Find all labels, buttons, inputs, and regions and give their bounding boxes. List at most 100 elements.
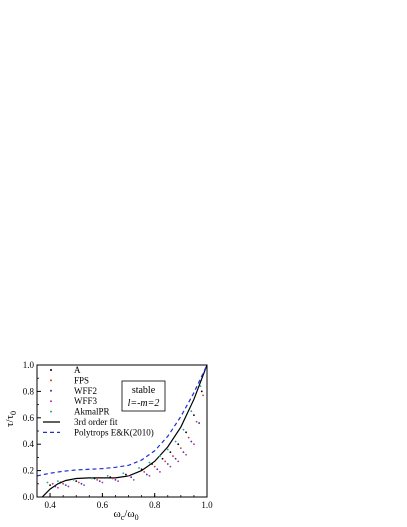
point-wff2	[182, 451, 185, 454]
legend-label-fps: FPS	[74, 375, 89, 385]
point-wff3	[148, 474, 151, 477]
point-a	[140, 468, 143, 471]
point-a	[161, 457, 164, 460]
y-tick-label: 0.0	[23, 492, 35, 502]
legend-label-wff3: WFF3	[74, 396, 98, 406]
y-axis-title: τ/τ0	[4, 411, 18, 427]
point-wff3	[177, 460, 180, 463]
point-wff2	[130, 476, 133, 479]
point-wff3	[101, 481, 104, 484]
point-a	[177, 443, 180, 446]
point-a	[185, 431, 187, 434]
legend-swatch-wff3	[50, 400, 52, 403]
point-a	[125, 473, 127, 476]
point-wff2	[80, 482, 83, 485]
point-akmalpr	[190, 410, 193, 413]
x-axis: 0.4 0.6 0.8 1.0	[36, 493, 213, 510]
y-tick-label: 0.2	[23, 466, 34, 476]
plot-points	[46, 385, 204, 489]
point-wff3	[185, 453, 187, 456]
point-fps	[127, 474, 130, 477]
point-akmalpr	[166, 448, 169, 451]
x-tick-label: 0.4	[44, 500, 56, 510]
point-wff2	[145, 473, 148, 476]
point-akmalpr	[148, 461, 151, 464]
legend-label-polytrops-e-k-2010: Polytrops E&K(2010)	[74, 427, 154, 437]
point-wff2	[190, 440, 193, 443]
point-a	[151, 463, 153, 465]
point-wff2	[166, 463, 169, 465]
point-wff3	[83, 484, 85, 487]
point-akmalpr	[106, 474, 109, 477]
annotation-frame	[121, 380, 166, 412]
point-akmalpr	[46, 481, 49, 484]
point-fps	[51, 482, 54, 485]
point-a	[93, 477, 96, 480]
point-fps	[77, 481, 80, 484]
y-axis: 0.0 0.2 0.4 0.6 0.8 1.0	[23, 360, 41, 502]
legend-swatch-fps	[50, 379, 52, 382]
point-fps	[62, 482, 65, 485]
point-fps	[187, 436, 190, 439]
point-a	[193, 414, 195, 417]
point-akmalpr	[138, 467, 140, 469]
point-akmalpr	[182, 428, 185, 431]
point-akmalpr	[91, 477, 93, 480]
y-tick-label: 0.8	[23, 386, 35, 396]
x-tick-label: 0.8	[149, 500, 161, 510]
annotation-line2: l=-m=2	[128, 398, 160, 409]
point-a	[109, 476, 112, 479]
point-akmalpr	[122, 472, 125, 475]
point-fps	[111, 477, 114, 480]
point-a	[200, 390, 203, 393]
point-wff2	[174, 457, 177, 460]
point-wff3	[67, 485, 70, 488]
legend-label-3rd-order-fit: 3rd order fit	[74, 417, 118, 427]
point-a	[59, 481, 62, 484]
point-akmalpr	[72, 478, 75, 481]
y-tick-label: 0.6	[23, 413, 35, 423]
point-wff3	[193, 443, 195, 446]
point-wff3	[117, 480, 119, 483]
point-a	[75, 480, 78, 483]
legend-label-a: A	[74, 365, 81, 375]
point-wff2	[198, 422, 201, 424]
point-fps	[143, 471, 146, 473]
legend-swatch-a	[50, 369, 52, 371]
y-tick-label: 1.0	[23, 360, 35, 370]
legend-label-akmalpr: AkmalPR	[74, 407, 110, 417]
point-fps	[195, 420, 198, 423]
point-fps	[172, 455, 174, 457]
point-wff2	[98, 480, 101, 483]
point-fps	[164, 460, 167, 463]
point-wff3	[169, 465, 172, 468]
point-akmalpr	[174, 440, 177, 443]
annotation-box: stable l=-m=2	[121, 380, 166, 412]
point-wff3	[57, 486, 59, 489]
point-a	[49, 484, 51, 487]
point-fps	[96, 478, 99, 481]
x-axis-title: ωc/ω0	[113, 508, 138, 522]
point-wff2	[156, 468, 159, 471]
y-tick-label: 0.4	[23, 439, 35, 449]
legend-label-wff2: WFF2	[74, 386, 97, 396]
point-wff2	[54, 485, 57, 488]
point-wff3	[132, 478, 135, 481]
point-akmalpr	[199, 385, 202, 388]
point-wff3	[159, 471, 161, 473]
series-line-polytrops-e-k-2010	[37, 365, 207, 477]
x-tick-label: 0.6	[97, 500, 109, 510]
annotation-line1: stable	[132, 385, 156, 396]
point-akmalpr	[57, 480, 59, 483]
point-wff2	[114, 478, 117, 481]
point-fps	[179, 447, 182, 450]
point-akmalpr	[159, 455, 161, 457]
legend-swatch-wff2	[50, 389, 52, 392]
point-a	[169, 451, 172, 454]
point-fps	[202, 394, 204, 397]
point-fps	[153, 465, 156, 468]
point-wff2	[64, 484, 67, 487]
legend-swatch-akmalpr	[50, 410, 52, 413]
